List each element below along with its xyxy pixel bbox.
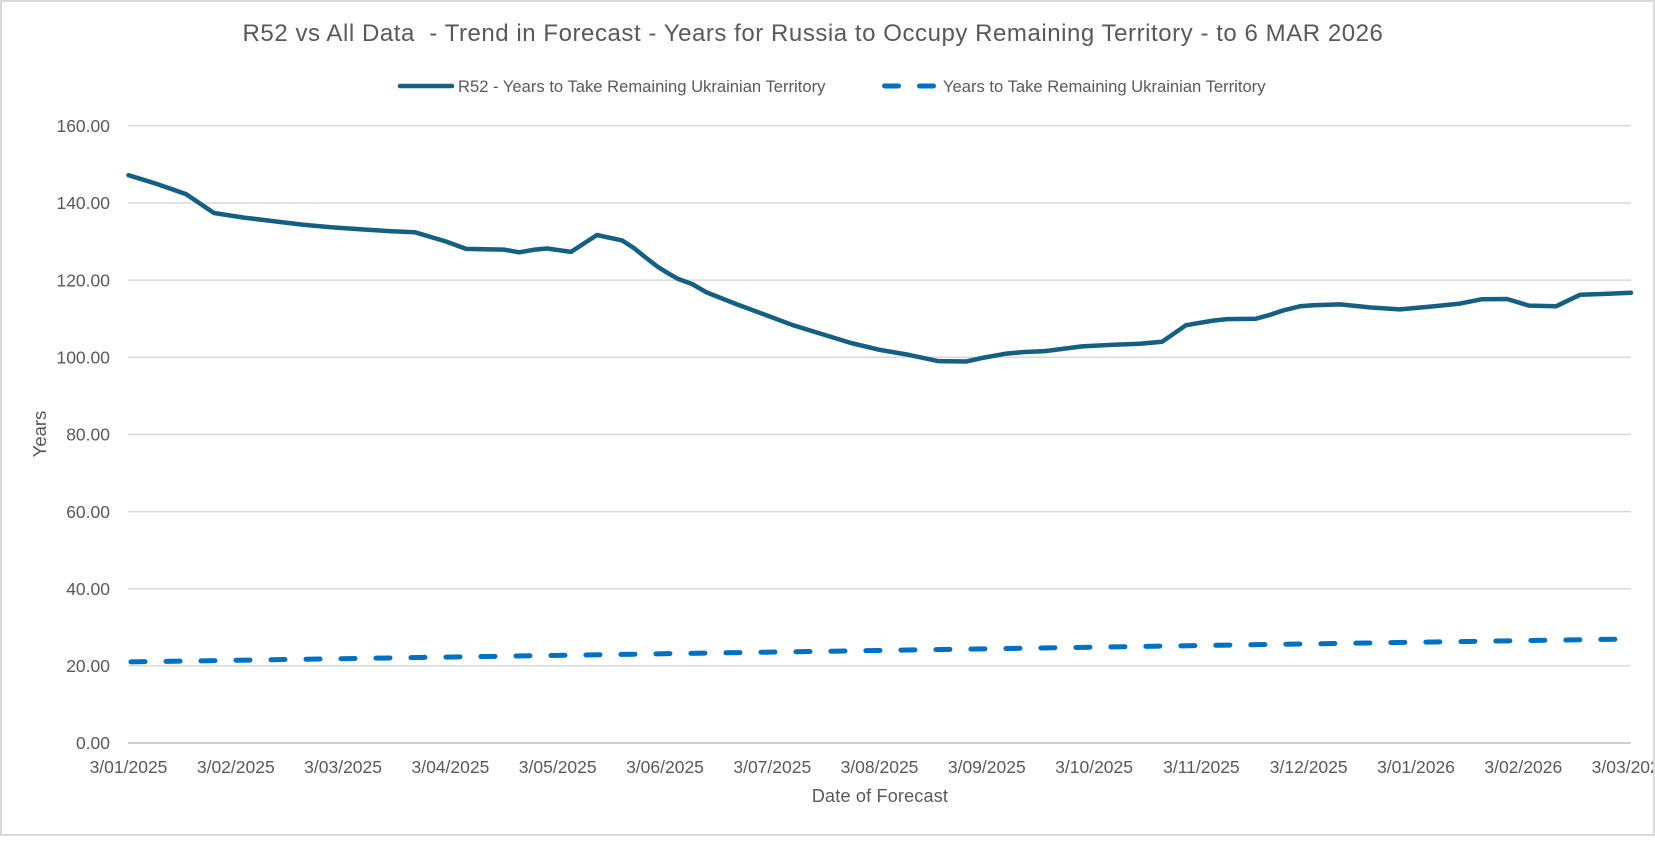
svg-text:0.00: 0.00 <box>76 733 110 753</box>
svg-text:160.00: 160.00 <box>56 116 110 136</box>
svg-text:3/11/2025: 3/11/2025 <box>1163 757 1240 777</box>
svg-text:3/01/2026: 3/01/2026 <box>1377 757 1455 777</box>
svg-text:140.00: 140.00 <box>56 193 110 213</box>
svg-text:3/05/2025: 3/05/2025 <box>519 757 597 777</box>
svg-text:3/06/2025: 3/06/2025 <box>626 757 704 777</box>
svg-text:80.00: 80.00 <box>66 425 110 445</box>
svg-text:3/08/2025: 3/08/2025 <box>841 757 919 777</box>
svg-text:3/04/2025: 3/04/2025 <box>411 757 489 777</box>
svg-text:3/09/2025: 3/09/2025 <box>948 757 1026 777</box>
svg-text:3/12/2025: 3/12/2025 <box>1270 757 1348 777</box>
svg-text:3/01/2025: 3/01/2025 <box>90 757 168 777</box>
svg-text:Date of Forecast: Date of Forecast <box>812 786 948 806</box>
svg-text:Years to Take Remaining Ukrain: Years to Take Remaining Ukrainian Territ… <box>943 77 1266 96</box>
svg-text:100.00: 100.00 <box>56 347 110 367</box>
svg-text:3/10/2025: 3/10/2025 <box>1055 757 1133 777</box>
svg-text:60.00: 60.00 <box>66 502 110 522</box>
svg-text:3/07/2025: 3/07/2025 <box>733 757 811 777</box>
svg-text:R52 vs All Data - Trend in Fo: R52 vs All Data - Trend in Forecast - Ye… <box>243 20 1384 47</box>
svg-text:R52 - Years to Take Remaining: R52 - Years to Take Remaining Ukrainian … <box>458 77 826 96</box>
svg-text:3/03/2025: 3/03/2025 <box>304 757 382 777</box>
svg-text:120.00: 120.00 <box>56 270 110 290</box>
svg-text:3/02/2026: 3/02/2026 <box>1484 757 1562 777</box>
svg-text:20.00: 20.00 <box>66 656 110 676</box>
svg-text:Years: Years <box>29 411 50 458</box>
svg-text:40.00: 40.00 <box>66 579 110 599</box>
svg-text:3/03/2026: 3/03/2026 <box>1592 757 1655 777</box>
svg-text:3/02/2025: 3/02/2025 <box>197 757 275 777</box>
